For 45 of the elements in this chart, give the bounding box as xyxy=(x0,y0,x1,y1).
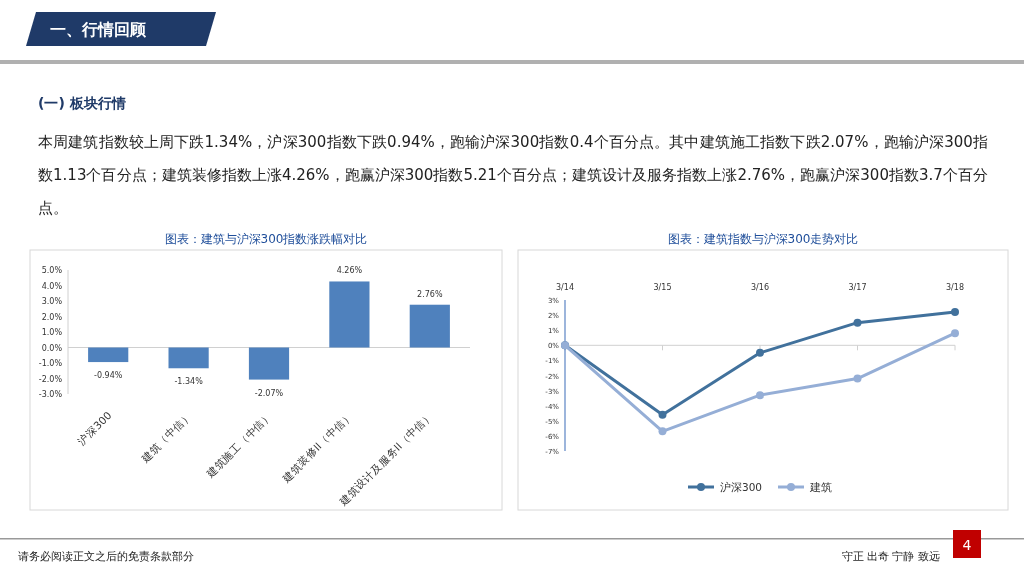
y-tick-label: 1.0% xyxy=(41,328,63,337)
y-tick-label: 4.0% xyxy=(41,281,63,291)
text: (一) 板块行情 xyxy=(38,95,126,111)
point xyxy=(951,308,959,317)
text: 守正 出奇 宁静 致远 xyxy=(841,550,940,563)
data-label: 4.26% xyxy=(336,266,363,276)
chart-title: 图表：建筑指数与沪深300走势对比 xyxy=(667,232,859,246)
point xyxy=(658,410,667,419)
bar xyxy=(409,304,450,348)
x-tick-label: 3/14 xyxy=(556,283,574,292)
legend-label: 建筑 xyxy=(809,481,832,493)
point xyxy=(951,329,959,338)
chart-title: 图表：建筑与沪深300指数涨跌幅对比 xyxy=(164,232,368,246)
point xyxy=(658,427,667,436)
x-tick-label: 3/17 xyxy=(848,283,867,292)
y-tick-label: 2.0% xyxy=(41,312,63,322)
point xyxy=(756,348,764,357)
y-tick-label: -2.0% xyxy=(38,374,63,384)
data-label: -0.94% xyxy=(94,371,123,381)
point xyxy=(756,391,764,400)
legend-label: 沪深300 xyxy=(720,481,763,493)
y-tick-label: -3.0% xyxy=(38,390,63,399)
x-tick-label: 建筑装修II（中信） xyxy=(279,408,355,485)
x-tick-label: 3/18 xyxy=(946,283,964,292)
point xyxy=(853,374,862,383)
text: 4 xyxy=(962,537,972,553)
text: 本周建筑指数较上周下跌1.34%，沪深300指数下跌0.94%，跑输沪深300指数0.4个百分点。其中建筑施工指数下跌2.07%，跑输沪深300指数1.13个百分点；建筑装修指数上涨4.26%，跑赢沪深300指数5.21个百分点；建筑设计及服务指数上涨2.76%，跑赢沪深300指数3.7个百分点。 xyxy=(38,132,988,219)
x-tick-label: 3/16 xyxy=(751,283,769,292)
bar xyxy=(88,347,129,363)
x-tick-label: 建筑（中信） xyxy=(138,408,195,465)
text: 请务必阅读正文之后的免责条款部分 xyxy=(18,550,194,563)
x-tick-label: 3/15 xyxy=(653,283,672,292)
y-tick-label: -1.0% xyxy=(38,359,63,368)
y-tick-label: 3.0% xyxy=(41,297,63,306)
text: 一、行情回顾 xyxy=(50,20,147,39)
data-label: 2.76% xyxy=(417,289,443,299)
y-tick-label: 5.0% xyxy=(41,266,63,275)
y-tick-label: 0.0% xyxy=(41,343,63,353)
bar xyxy=(248,347,290,380)
bar xyxy=(168,347,209,369)
x-tick-label: 建筑施工（中信） xyxy=(203,408,275,481)
bar xyxy=(329,281,370,348)
point xyxy=(853,318,862,327)
data-label: -2.07% xyxy=(254,388,284,398)
data-label: -1.34% xyxy=(174,377,204,387)
